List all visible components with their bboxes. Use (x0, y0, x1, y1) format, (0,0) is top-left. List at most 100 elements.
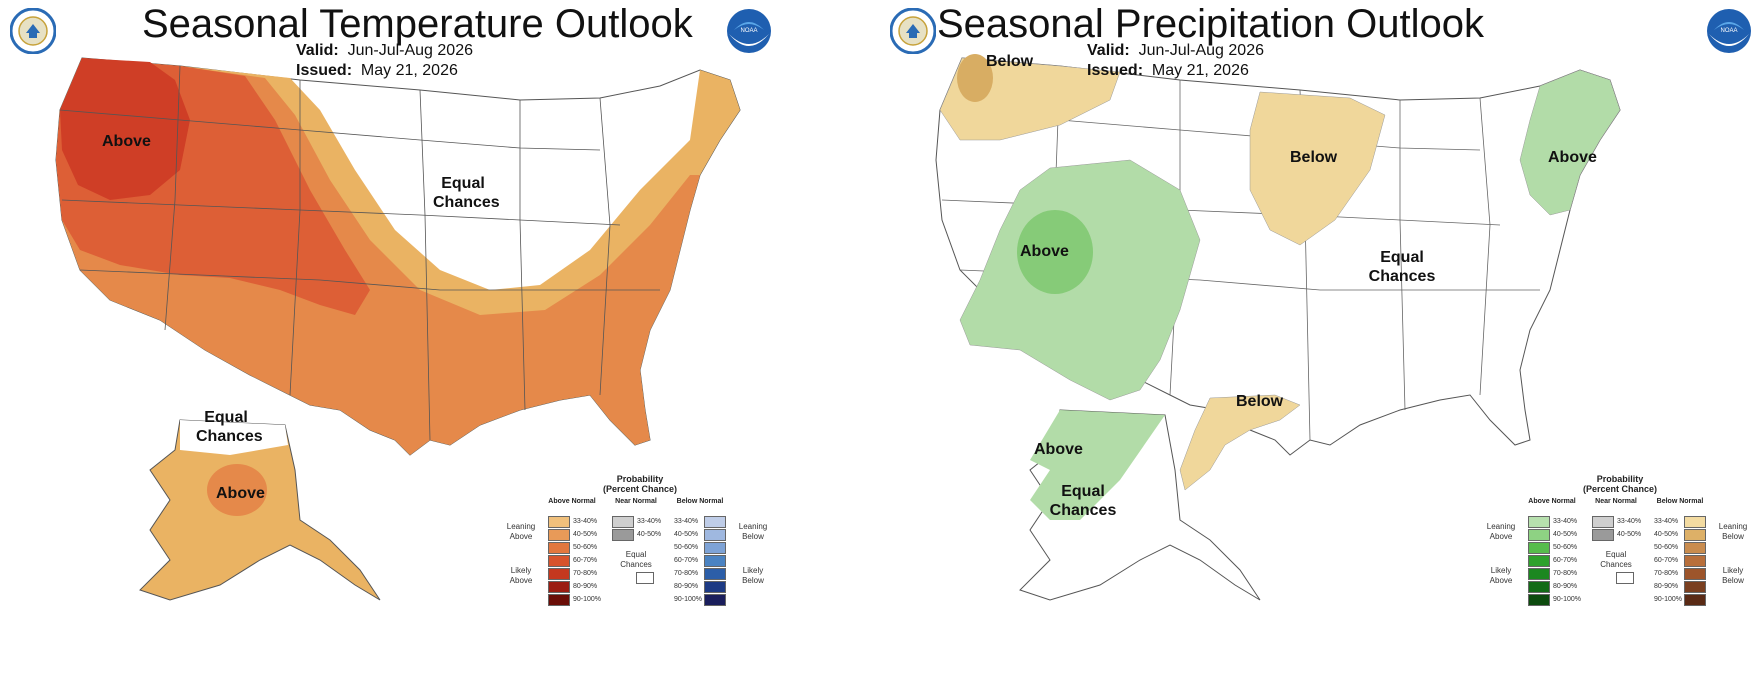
legend-col-above: Above Normal (548, 498, 596, 505)
legend-title: Probability (Percent Chance) (602, 474, 678, 494)
temp-band-60-70 (60, 58, 190, 200)
equal-center-line1: Equal (1380, 249, 1424, 266)
legend-swatch-above (1528, 594, 1550, 606)
noaa-logo-icon: NOAA (1707, 9, 1751, 53)
svg-text:NOAA: NOAA (1720, 28, 1737, 34)
legend-side-likely-above: Likely Above (509, 566, 533, 585)
valid-label: Valid: (296, 42, 339, 59)
issued-label: Issued: (296, 62, 353, 79)
legend-swatch-above (1528, 581, 1550, 593)
issued-value: May 21, 2026 (1151, 62, 1249, 79)
legend-range-below: 70-80% (1654, 570, 1679, 577)
alaska-above-core (207, 464, 267, 516)
temperature-legend: Probability (Percent Chance) Above Normal… (500, 474, 780, 674)
legend-swatch-below (704, 516, 726, 528)
legend-swatch-above (1528, 568, 1550, 580)
legend-side-likely-above: Likely Above (1489, 566, 1513, 585)
legend-swatch-below (1684, 516, 1706, 528)
legend-range-below: 50-60% (1654, 544, 1679, 551)
legend-range-below: 40-50% (674, 531, 699, 538)
legend-range-below: 50-60% (674, 544, 699, 551)
legend-range-below: 90-100% (1654, 596, 1683, 603)
legend-range-above: 90-100% (573, 596, 602, 603)
legend-range-above: 80-90% (1553, 583, 1578, 590)
region-label-above-alaska: Above (1034, 441, 1083, 458)
legend-range-below: 60-70% (1654, 557, 1679, 564)
svg-text:NOAA: NOAA (740, 28, 757, 34)
temperature-map (55, 57, 741, 601)
region-label-below-nw: Below (986, 53, 1034, 70)
legend-swatch-above (1528, 555, 1550, 567)
legend-range-above: 70-80% (573, 570, 598, 577)
legend-swatch-below (704, 581, 726, 593)
legend-side-likely-below: Likely Below (1722, 566, 1744, 585)
region-label-equal-alaska: Equal Chances (196, 408, 263, 446)
legend-range-below: 80-90% (674, 583, 699, 590)
legend-swatch-below (704, 529, 726, 541)
legend-swatch-above (548, 568, 570, 580)
region-label-below-midwest: Below (1290, 149, 1338, 166)
legend-range-above: 90-100% (1553, 596, 1582, 603)
equal-alaska-line1: Equal (1061, 483, 1105, 500)
legend-swatch-near (612, 516, 634, 528)
legend-range-above: 80-90% (573, 583, 598, 590)
legend-swatch-near (612, 529, 634, 541)
legend-swatch-below (704, 555, 726, 567)
issued-line: Issued: May 21, 2026 (1087, 62, 1249, 80)
region-label-above-alaska: Above (216, 485, 265, 502)
legend-title: Probability (Percent Chance) (1582, 474, 1658, 494)
legend-range-below: 60-70% (674, 557, 699, 564)
valid-line: Valid: Jun-Jul-Aug 2026 (1087, 42, 1264, 60)
temperature-outlook-panel: Seasonal Temperature Outlook Valid: Jun-… (10, 2, 780, 674)
legend-range-below: 33-40% (1654, 518, 1679, 525)
alaska-above (1030, 410, 1165, 520)
legend-equal-swatch (636, 572, 654, 584)
legend-swatch-above (548, 516, 570, 528)
equal-alaska-line2: Chances (196, 428, 263, 445)
legend-swatch-above (548, 529, 570, 541)
precip-above-sw-core (1017, 210, 1093, 294)
precipitation-map (935, 54, 1621, 601)
legend-equal-swatch (1616, 572, 1634, 584)
legend-range-above: 33-40% (573, 518, 598, 525)
legend-range-above: 60-70% (573, 557, 598, 564)
legend-side-likely-below: Likely Below (742, 566, 764, 585)
legend-range-below: 90-100% (674, 596, 703, 603)
equal-midwest-line1: Equal (441, 175, 485, 192)
equal-alaska-line2: Chances (1049, 502, 1117, 519)
legend-range-near: 40-50% (1617, 531, 1642, 538)
legend-range-above: 40-50% (573, 531, 598, 538)
precip-below-nw-core (957, 54, 993, 102)
precipitation-outlook-panel: Seasonal Precipitation Outlook Valid: Ju… (880, 0, 1760, 686)
valid-label: Valid: (1087, 42, 1130, 59)
alaska-outline (139, 419, 381, 601)
legend-swatch-below (704, 568, 726, 580)
valid-line: Valid: Jun-Jul-Aug 2026 (296, 42, 473, 60)
legend-equal-chances: Equal Chances (1600, 550, 1632, 569)
legend-swatch-above (548, 542, 570, 554)
legend-col-above: Above Normal (1528, 498, 1576, 505)
region-label-equal-alaska: Equal Chances (1048, 482, 1118, 520)
legend-range-near: 40-50% (637, 531, 662, 538)
precip-below-midwest (1249, 91, 1386, 246)
legend-range-above: 60-70% (1553, 557, 1578, 564)
legend-side-leaning-below: Leaning Below (738, 522, 768, 541)
dept-commerce-seal-icon (10, 8, 56, 54)
valid-value: Jun-Jul-Aug 2026 (347, 42, 473, 59)
equal-midwest-line2: Chances (433, 194, 500, 211)
legend-swatch-above (548, 555, 570, 567)
legend-range-above: 40-50% (1553, 531, 1578, 538)
region-label-above-sw: Above (1020, 243, 1069, 260)
region-label-equal-midwest: Equal Chances (433, 174, 500, 212)
legend-swatch-above (548, 594, 570, 606)
dept-commerce-seal-icon (890, 8, 936, 54)
legend-range-below: 80-90% (1654, 583, 1679, 590)
legend-col-below: Below Normal (1656, 498, 1704, 505)
legend-range-above: 70-80% (1553, 570, 1578, 577)
legend-swatch-below (704, 542, 726, 554)
legend-swatch-below (1684, 555, 1706, 567)
legend-swatch-below (1684, 581, 1706, 593)
legend-col-near: Near Normal (1595, 498, 1637, 505)
legend-side-leaning-above: Leaning Above (506, 522, 536, 541)
legend-swatch-below (1684, 594, 1706, 606)
